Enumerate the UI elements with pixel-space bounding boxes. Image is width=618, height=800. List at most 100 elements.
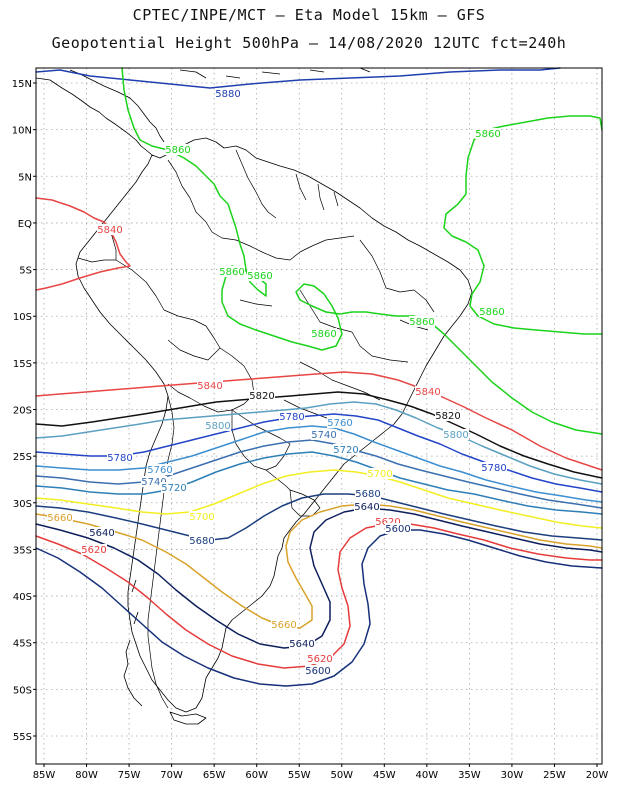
coast-central-america-north — [69, 69, 165, 143]
coast-south-america — [75, 137, 473, 713]
latitude-label: 10S — [13, 312, 32, 323]
longitude-label: 55W — [288, 770, 311, 781]
contour-label-5720: 5720 — [161, 483, 186, 494]
longitude-labels: 85W 80W 75W 70W 65W 60W 55W 50W 45W 40W 35W 30W 25W 2… — [33, 764, 609, 781]
contour-5840-equator — [35, 197, 131, 291]
contour-5840-south — [35, 371, 603, 471]
longitude-label: 25W — [543, 770, 566, 781]
contour-label-5640: 5640 — [89, 528, 114, 539]
contour-label-background — [271, 619, 297, 630]
latitude-label: 45S — [13, 639, 32, 650]
contour-5700 — [35, 469, 603, 529]
contour-5620 — [35, 523, 603, 669]
contour-label-5700: 5700 — [189, 512, 214, 523]
border-guianas — [295, 173, 339, 211]
latitude-label: 5N — [18, 172, 32, 183]
coast-central-america — [35, 77, 153, 156]
coast-caribbean-islands — [179, 67, 371, 79]
contour-label-5760: 5760 — [147, 465, 172, 476]
contour-label-5600: 5600 — [385, 524, 410, 535]
contour-5880 — [35, 67, 561, 89]
border-ecuador-peru — [77, 257, 116, 263]
border-peru-brazil — [115, 259, 221, 349]
contour-label-5860: 5860 — [247, 271, 272, 282]
chart-title: CPTEC/INPE/MCT — Eta Model 15km — GFS — [132, 6, 486, 24]
contours — [35, 67, 603, 687]
contour-5720 — [35, 451, 603, 515]
contour-label-background — [311, 328, 337, 339]
grid-lines — [36, 68, 602, 764]
contour-label-background — [435, 410, 461, 421]
contour-label-5800: 5800 — [443, 430, 468, 441]
contour-label-background — [475, 128, 501, 139]
country-borders — [77, 149, 435, 709]
contour-label-5620: 5620 — [375, 517, 400, 528]
longitude-label: 65W — [203, 770, 226, 781]
contour-label-background — [165, 144, 191, 155]
border-uruguay — [289, 489, 321, 517]
contour-5680 — [35, 493, 603, 541]
contour-label-5620: 5620 — [81, 545, 106, 556]
longitude-label: 50W — [330, 770, 353, 781]
latitude-label: 10N — [12, 126, 32, 137]
contour-label-5640: 5640 — [354, 502, 379, 513]
border-chile-argentina — [147, 395, 175, 709]
contour-label-background — [375, 516, 401, 527]
latitude-label: 55S — [13, 732, 32, 743]
latitude-label: 30S — [13, 499, 32, 510]
border-venezuela-guyana — [235, 149, 277, 219]
contour-label-5780: 5780 — [481, 463, 506, 474]
latitude-label: 15S — [13, 359, 32, 370]
contour-label-background — [355, 488, 381, 499]
contour-label-5860: 5860 — [475, 129, 500, 140]
contour-label-5860: 5860 — [479, 307, 504, 318]
contour-label-background — [327, 417, 353, 428]
latitude-label: EQ — [18, 219, 32, 230]
contour-label-5740: 5740 — [141, 477, 166, 488]
contour-label-5860: 5860 — [165, 145, 190, 156]
longitude-label: 20W — [586, 770, 609, 781]
longitude-label: 30W — [501, 770, 524, 781]
contour-label-background — [354, 501, 380, 512]
contour-label-background — [97, 224, 123, 235]
contour-label-5860: 5860 — [409, 317, 434, 328]
contour-label-5680: 5680 — [355, 489, 380, 500]
contour-label-background — [479, 306, 505, 317]
contour-label-5880: 5880 — [215, 89, 240, 100]
contour-label-background — [107, 452, 133, 463]
contour-5800 — [35, 401, 603, 485]
contour-label-background — [247, 270, 273, 281]
contour-label-5640: 5640 — [289, 639, 314, 650]
contour-label-background — [197, 380, 223, 391]
contour-5860-b — [443, 115, 603, 335]
latitude-label: 35S — [13, 545, 32, 556]
contour-label-background — [311, 429, 337, 440]
contour-label-background — [279, 411, 305, 422]
latitude-label: 20S — [13, 406, 32, 417]
contour-label-background — [305, 665, 331, 676]
contour-label-5600: 5600 — [305, 666, 330, 677]
plot-frame — [35, 67, 603, 765]
contour-label-background — [307, 653, 333, 664]
contour-label-background — [147, 464, 173, 475]
contour-label-5840: 5840 — [415, 387, 440, 398]
contour-label-background — [219, 266, 245, 277]
latitude-label: 50S — [13, 685, 32, 696]
contour-5600 — [35, 529, 603, 687]
contour-label-5860: 5860 — [219, 267, 244, 278]
latitude-label: 25S — [13, 452, 32, 463]
longitude-label: 75W — [118, 770, 141, 781]
contour-label-5660: 5660 — [271, 620, 296, 631]
contour-label-5740: 5740 — [311, 430, 336, 441]
contour-label-background — [443, 429, 469, 440]
contour-label-background — [189, 511, 215, 522]
border-brazil-north — [221, 235, 355, 261]
latitude-label: 15N — [12, 79, 32, 90]
border-bolivia — [167, 339, 255, 413]
longitude-label: 80W — [75, 770, 98, 781]
contour-label-background — [409, 316, 435, 327]
coast-tierra-del-fuego — [169, 711, 207, 725]
contour-label-5680: 5680 — [189, 536, 214, 547]
